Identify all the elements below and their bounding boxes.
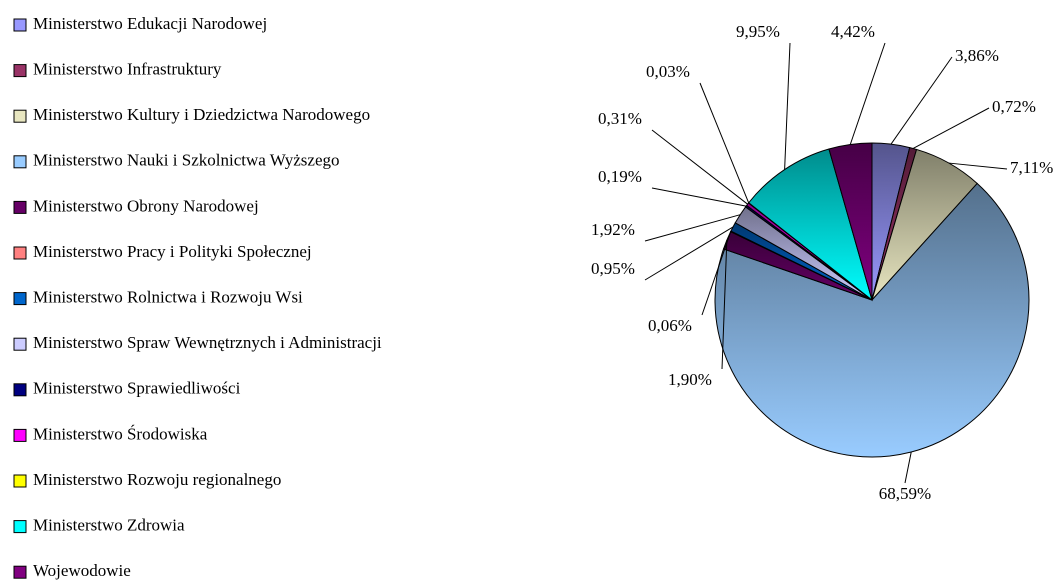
legend-swatch — [13, 200, 27, 214]
leader-line — [849, 42, 886, 145]
legend-label: Ministerstwo Kultury i Dziedzictwa Narod… — [33, 105, 370, 124]
leader-line — [644, 226, 734, 281]
legend-label: Ministerstwo Rozwoju regionalnego — [33, 470, 281, 489]
legend-swatch — [13, 565, 27, 579]
leader-line — [699, 82, 750, 204]
leader-line — [651, 129, 748, 205]
legend-label: Ministerstwo Obrony Narodowej — [33, 196, 259, 215]
legend-swatch — [13, 292, 27, 306]
legend-swatch — [13, 109, 27, 123]
legend-label: Ministerstwo Infrastruktury — [33, 60, 222, 79]
data-label: 7,11% — [1010, 158, 1053, 177]
legend-swatch — [13, 18, 27, 32]
legend-label: Ministerstwo Pracy i Polityki Społecznej — [33, 242, 312, 261]
leader-line — [701, 231, 732, 316]
data-label: 0,31% — [598, 109, 642, 128]
pie-slice — [828, 142, 873, 301]
leader-line — [890, 56, 953, 145]
data-label: 0,95% — [591, 259, 635, 278]
legend-label: Ministerstwo Edukacji Narodowej — [33, 14, 267, 33]
data-label: 1,92% — [591, 220, 635, 239]
legend-swatch — [13, 337, 27, 351]
data-label: 68,59% — [879, 484, 931, 503]
legend-label: Ministerstwo Zdrowia — [33, 516, 185, 535]
data-label: 0,72% — [992, 97, 1036, 116]
legend-label: Ministerstwo Rolnictwa i Rozwoju Wsi — [33, 288, 303, 307]
leader-line — [721, 240, 728, 370]
data-label: 0,19% — [598, 167, 642, 186]
legend-swatch — [13, 155, 27, 169]
data-label: 9,95% — [736, 22, 780, 41]
leader-line — [904, 451, 912, 484]
legend-swatch — [13, 474, 27, 488]
pie-slice — [714, 182, 1030, 458]
legend-swatch — [13, 64, 27, 78]
leader-line — [948, 162, 1008, 170]
legend-label: Wojewodowie — [33, 561, 131, 580]
legend-label: Ministerstwo Nauki i Szkolnictwa Wyższeg… — [33, 151, 340, 170]
legend-label: Ministerstwo Spraw Wewnętrznych i Admini… — [33, 333, 382, 352]
legend-label: Ministerstwo Środowiska — [33, 424, 208, 443]
leader-line — [644, 214, 741, 242]
data-label: 0,06% — [648, 316, 692, 335]
data-label: 0,03% — [646, 62, 690, 81]
legend-swatch — [13, 520, 27, 534]
data-label: 3,86% — [955, 46, 999, 65]
legend-swatch — [13, 383, 27, 397]
legend-swatch — [13, 428, 27, 442]
leader-line — [651, 187, 747, 207]
data-label: 4,42% — [831, 22, 875, 41]
data-label: 1,90% — [668, 370, 712, 389]
leader-line — [912, 107, 990, 149]
legend-label: Ministerstwo Sprawiedliwości — [33, 379, 241, 398]
leader-line — [784, 42, 791, 170]
legend-swatch — [13, 246, 27, 260]
